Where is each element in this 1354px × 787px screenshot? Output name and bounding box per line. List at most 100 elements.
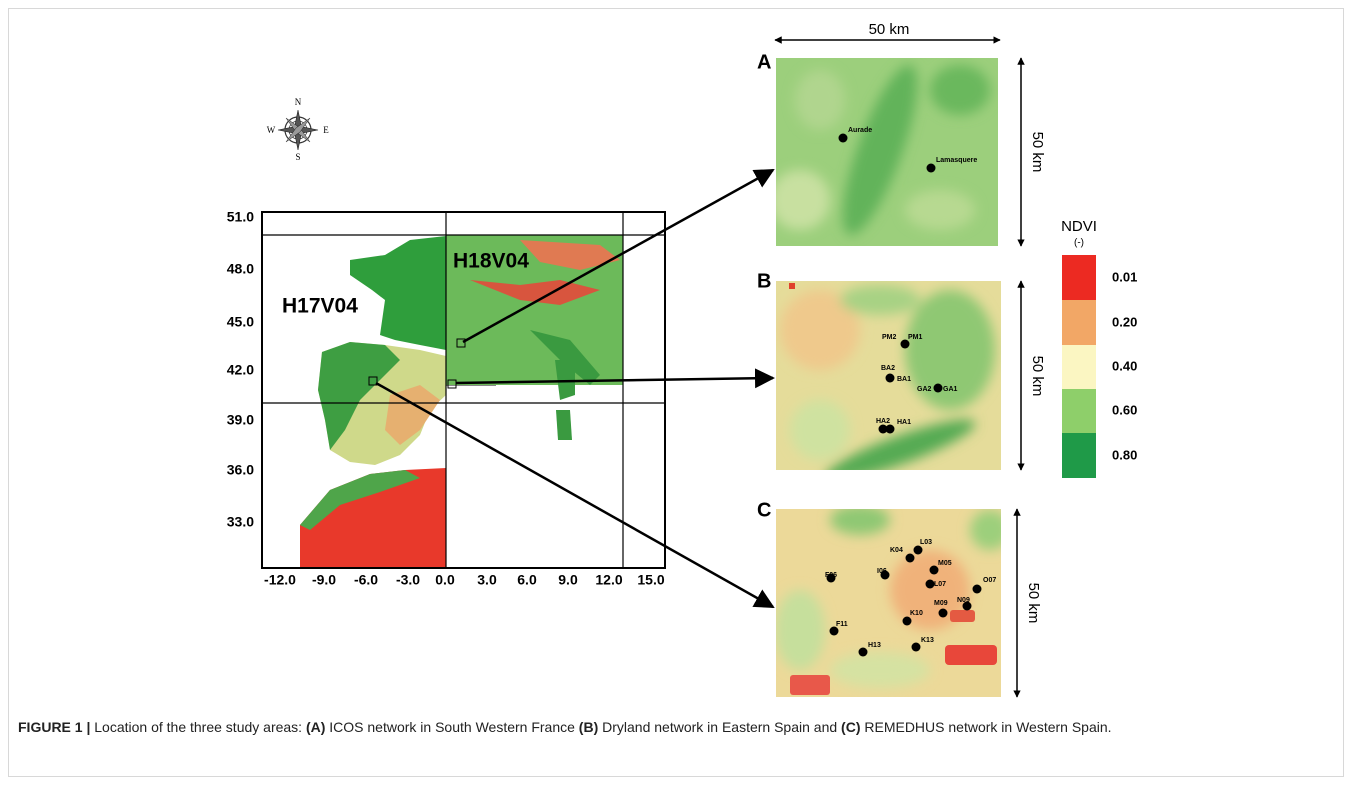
station-label: BA2: [881, 365, 895, 372]
station-dot: [902, 616, 912, 626]
legend-label: 0.80: [1112, 447, 1137, 462]
caption-text: REMEDHUS network in Western Spain.: [860, 719, 1112, 735]
station-dot: [962, 601, 972, 611]
scale-label: 50 km: [1025, 583, 1042, 624]
panel-letter: B: [757, 270, 771, 292]
station-dot: [858, 647, 868, 657]
y-tick-label: 42.0: [227, 362, 254, 378]
station-label: L03: [920, 539, 932, 546]
station-label: N09: [957, 597, 970, 604]
compass-w: W: [267, 125, 276, 135]
x-tick-label: -3.0: [396, 572, 420, 588]
tile-label: H18V04: [453, 250, 529, 273]
ndvi-panel: [776, 281, 1001, 470]
scale-label: 50 km: [1029, 356, 1046, 397]
station-dot: [826, 573, 836, 583]
station-label: BA1: [897, 376, 911, 383]
station-dot: [885, 424, 895, 434]
y-tick-label: 45.0: [227, 314, 254, 330]
station-dot: [929, 565, 939, 575]
station-label: HA1: [897, 419, 911, 426]
station-dot: [900, 339, 910, 349]
x-tick-label: 9.0: [558, 572, 578, 588]
station-label: Lamasquere: [936, 157, 977, 164]
station-dot: [938, 608, 948, 618]
y-tick-label: 36.0: [227, 462, 254, 478]
x-tick-label: -6.0: [354, 572, 378, 588]
y-tick-label: 33.0: [227, 514, 254, 530]
x-tick-label: 12.0: [595, 572, 622, 588]
scale-label: 50 km: [1029, 132, 1046, 173]
station-label: PM1: [908, 334, 923, 341]
station-dot: [885, 373, 895, 383]
caption: FIGURE 1 | Location of the three study a…: [18, 716, 1328, 738]
station-dot: [925, 579, 935, 589]
compass-e: E: [323, 125, 329, 135]
station-dot: [972, 584, 982, 594]
station-label: L07: [934, 581, 946, 588]
station-label: Aurade: [848, 127, 872, 134]
panel-letter: A: [757, 51, 771, 73]
station-dot: [913, 545, 923, 555]
figure-frame: [8, 8, 1344, 777]
station-dot: [926, 163, 936, 173]
x-tick-label: -12.0: [264, 572, 296, 588]
y-tick-label: 39.0: [227, 412, 254, 428]
station-dot: [878, 424, 888, 434]
europe-map: [262, 212, 665, 568]
station-label: I06: [877, 568, 887, 575]
x-tick-label: 6.0: [517, 572, 537, 588]
caption-text: Dryland network in Eastern Spain and: [598, 719, 842, 735]
x-tick-label: 3.0: [477, 572, 497, 588]
station-label: K13: [921, 637, 934, 644]
station-dot: [829, 626, 839, 636]
scale-label: 50 km: [869, 21, 910, 38]
scale-arrows: [774, 36, 1025, 698]
station-dot: [838, 133, 848, 143]
station-label: GA2: [917, 386, 932, 393]
x-tick-label: 15.0: [637, 572, 664, 588]
station-dot: [880, 570, 890, 580]
caption-label: FIGURE 1 |: [18, 719, 91, 735]
map-border: [261, 211, 666, 569]
station-label: M05: [938, 560, 952, 567]
compass-s: S: [295, 152, 300, 162]
x-tick-label: 0.0: [435, 572, 455, 588]
station-dot: [911, 642, 921, 652]
legend-label: 0.01: [1112, 269, 1137, 284]
station-label: O07: [983, 577, 996, 584]
compass-n: N: [295, 97, 302, 107]
legend-label: 0.40: [1112, 358, 1137, 373]
station-label: F11: [836, 621, 848, 628]
station-label: HA2: [876, 418, 890, 425]
station-label: K04: [890, 547, 903, 554]
caption-ref: (B): [578, 719, 599, 735]
tile-label: H17V04: [282, 295, 358, 318]
x-tick-label: -9.0: [312, 572, 336, 588]
figure: N S E W H17V04 H18V04: [227, 21, 1137, 698]
station-label: PM2: [882, 334, 897, 341]
ndvi-panel: [776, 509, 1001, 697]
compass: N S E W: [267, 97, 330, 162]
panel-letter: C: [757, 499, 771, 521]
ndvi-panel: [776, 58, 998, 246]
caption-ref: (A): [305, 719, 326, 735]
legend-title: NDVI: [1061, 218, 1097, 235]
caption-ref: (C): [841, 719, 861, 735]
legend-label: 0.60: [1112, 402, 1137, 417]
arrows: [375, 168, 775, 609]
legend-unit: (-): [1074, 238, 1084, 249]
station-dot: [933, 383, 943, 393]
station-label: M09: [934, 600, 948, 607]
station-dot: [905, 553, 915, 563]
station-label: F06: [825, 572, 837, 579]
station-label: K10: [910, 610, 923, 617]
caption-text: Location of the three study areas:: [90, 719, 306, 735]
caption-text: ICOS network in South Western France: [325, 719, 579, 735]
y-tick-label: 51.0: [227, 209, 254, 225]
legend-label: 0.20: [1112, 314, 1137, 329]
y-tick-label: 48.0: [227, 261, 254, 277]
station-label: H13: [868, 642, 881, 649]
legend-colorbar: [1062, 255, 1096, 478]
station-label: GA1: [943, 386, 958, 393]
